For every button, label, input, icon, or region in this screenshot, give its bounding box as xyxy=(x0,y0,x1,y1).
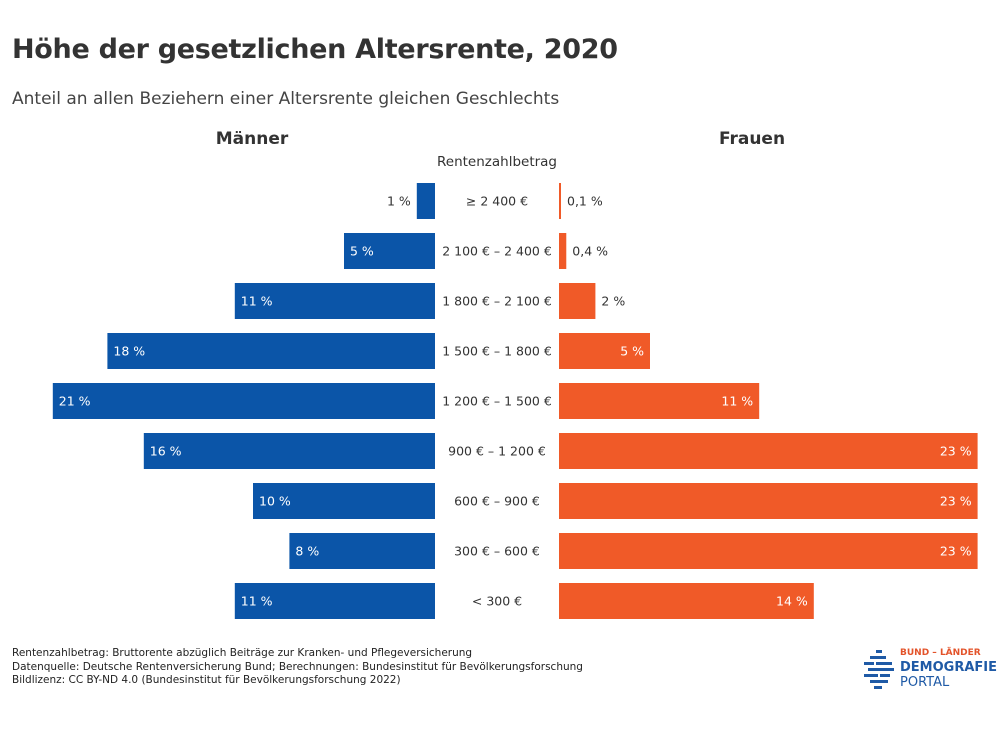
bar-maenner xyxy=(416,183,435,219)
bar-maenner xyxy=(253,483,435,519)
bar-frauen xyxy=(559,533,978,569)
chart-title: Höhe der gesetzlichen Altersrente, 2020 xyxy=(12,34,618,65)
bar-maenner xyxy=(234,283,435,319)
category-label: 1 800 € – 2 100 € xyxy=(442,294,552,309)
data-label-maenner: 11 % xyxy=(241,294,273,309)
demografie-portal-logo: BUND – LÄNDER DEMOGRAFIE PORTAL xyxy=(862,648,997,694)
category-label: 600 € – 900 € xyxy=(454,494,540,509)
bar-frauen xyxy=(559,333,650,369)
bar-frauen xyxy=(559,483,978,519)
data-label-frauen: 23 % xyxy=(940,544,972,559)
data-label-maenner: 5 % xyxy=(350,244,374,259)
bar-maenner xyxy=(234,583,435,619)
panel-title-maenner: Männer xyxy=(215,129,289,149)
bar-frauen xyxy=(559,183,561,219)
category-label: 2 100 € – 2 400 € xyxy=(442,244,552,259)
population-pyramid-chart: 1 % 0,1 % ≥ 2 400 € 5 % 0,4 % 2 100 € – 2 400… xyxy=(52,183,978,619)
data-label-maenner: 18 % xyxy=(113,344,145,359)
data-label-maenner: 8 % xyxy=(295,544,319,559)
logo-text-top: BUND – LÄNDER xyxy=(900,648,981,658)
footnote-source: Datenquelle: Deutsche Rentenversicherung… xyxy=(12,660,583,673)
footnote-definition: Rentenzahlbetrag: Bruttorente abzüglich … xyxy=(12,647,473,659)
bar-frauen xyxy=(559,583,814,619)
data-label-frauen: 23 % xyxy=(940,444,972,459)
category-label: 1 500 € – 1 800 € xyxy=(442,344,552,359)
data-label-frauen: 2 % xyxy=(601,294,625,309)
data-label-maenner: 16 % xyxy=(150,444,182,459)
data-label-frauen: 11 % xyxy=(721,394,753,409)
data-label-maenner: 1 % xyxy=(387,194,411,209)
logo-mark-icon xyxy=(864,650,894,689)
footnote-license: Bildlizenz: CC BY-ND 4.0 (Bundesinstitut… xyxy=(12,674,401,686)
bar-frauen xyxy=(559,383,760,419)
bar-maenner xyxy=(289,533,435,569)
data-label-frauen: 14 % xyxy=(776,594,808,609)
bar-frauen xyxy=(559,233,567,269)
logo-text-middle: DEMOGRAFIE xyxy=(900,660,997,675)
data-label-maenner: 21 % xyxy=(59,394,91,409)
data-label-frauen: 23 % xyxy=(940,494,972,509)
bar-frauen xyxy=(559,433,978,469)
data-label-frauen: 0,1 % xyxy=(567,194,603,209)
bar-maenner xyxy=(107,333,436,369)
category-label: < 300 € xyxy=(472,594,522,609)
category-label: 300 € – 600 € xyxy=(454,544,540,559)
panel-title-frauen: Frauen xyxy=(718,129,786,149)
chart-subtitle: Anteil an allen Beziehern einer Altersre… xyxy=(12,89,560,109)
data-label-maenner: 11 % xyxy=(241,594,273,609)
category-label: 900 € – 1 200 € xyxy=(448,444,546,459)
footnotes: Rentenzahlbetrag: Bruttorente abzüglich … xyxy=(12,647,583,688)
bar-maenner xyxy=(344,233,435,269)
data-label-maenner: 10 % xyxy=(259,494,291,509)
category-label: ≥ 2 400 € xyxy=(466,194,528,209)
logo-text-bottom: PORTAL xyxy=(900,675,950,690)
category-axis-title: Rentenzahlbetrag xyxy=(436,154,558,170)
bar-maenner xyxy=(52,383,436,419)
bar-maenner xyxy=(143,433,436,469)
category-label: 1 200 € – 1 500 € xyxy=(442,394,552,409)
bar-frauen xyxy=(559,283,596,319)
data-label-frauen: 5 % xyxy=(620,344,644,359)
data-label-frauen: 0,4 % xyxy=(572,244,608,259)
